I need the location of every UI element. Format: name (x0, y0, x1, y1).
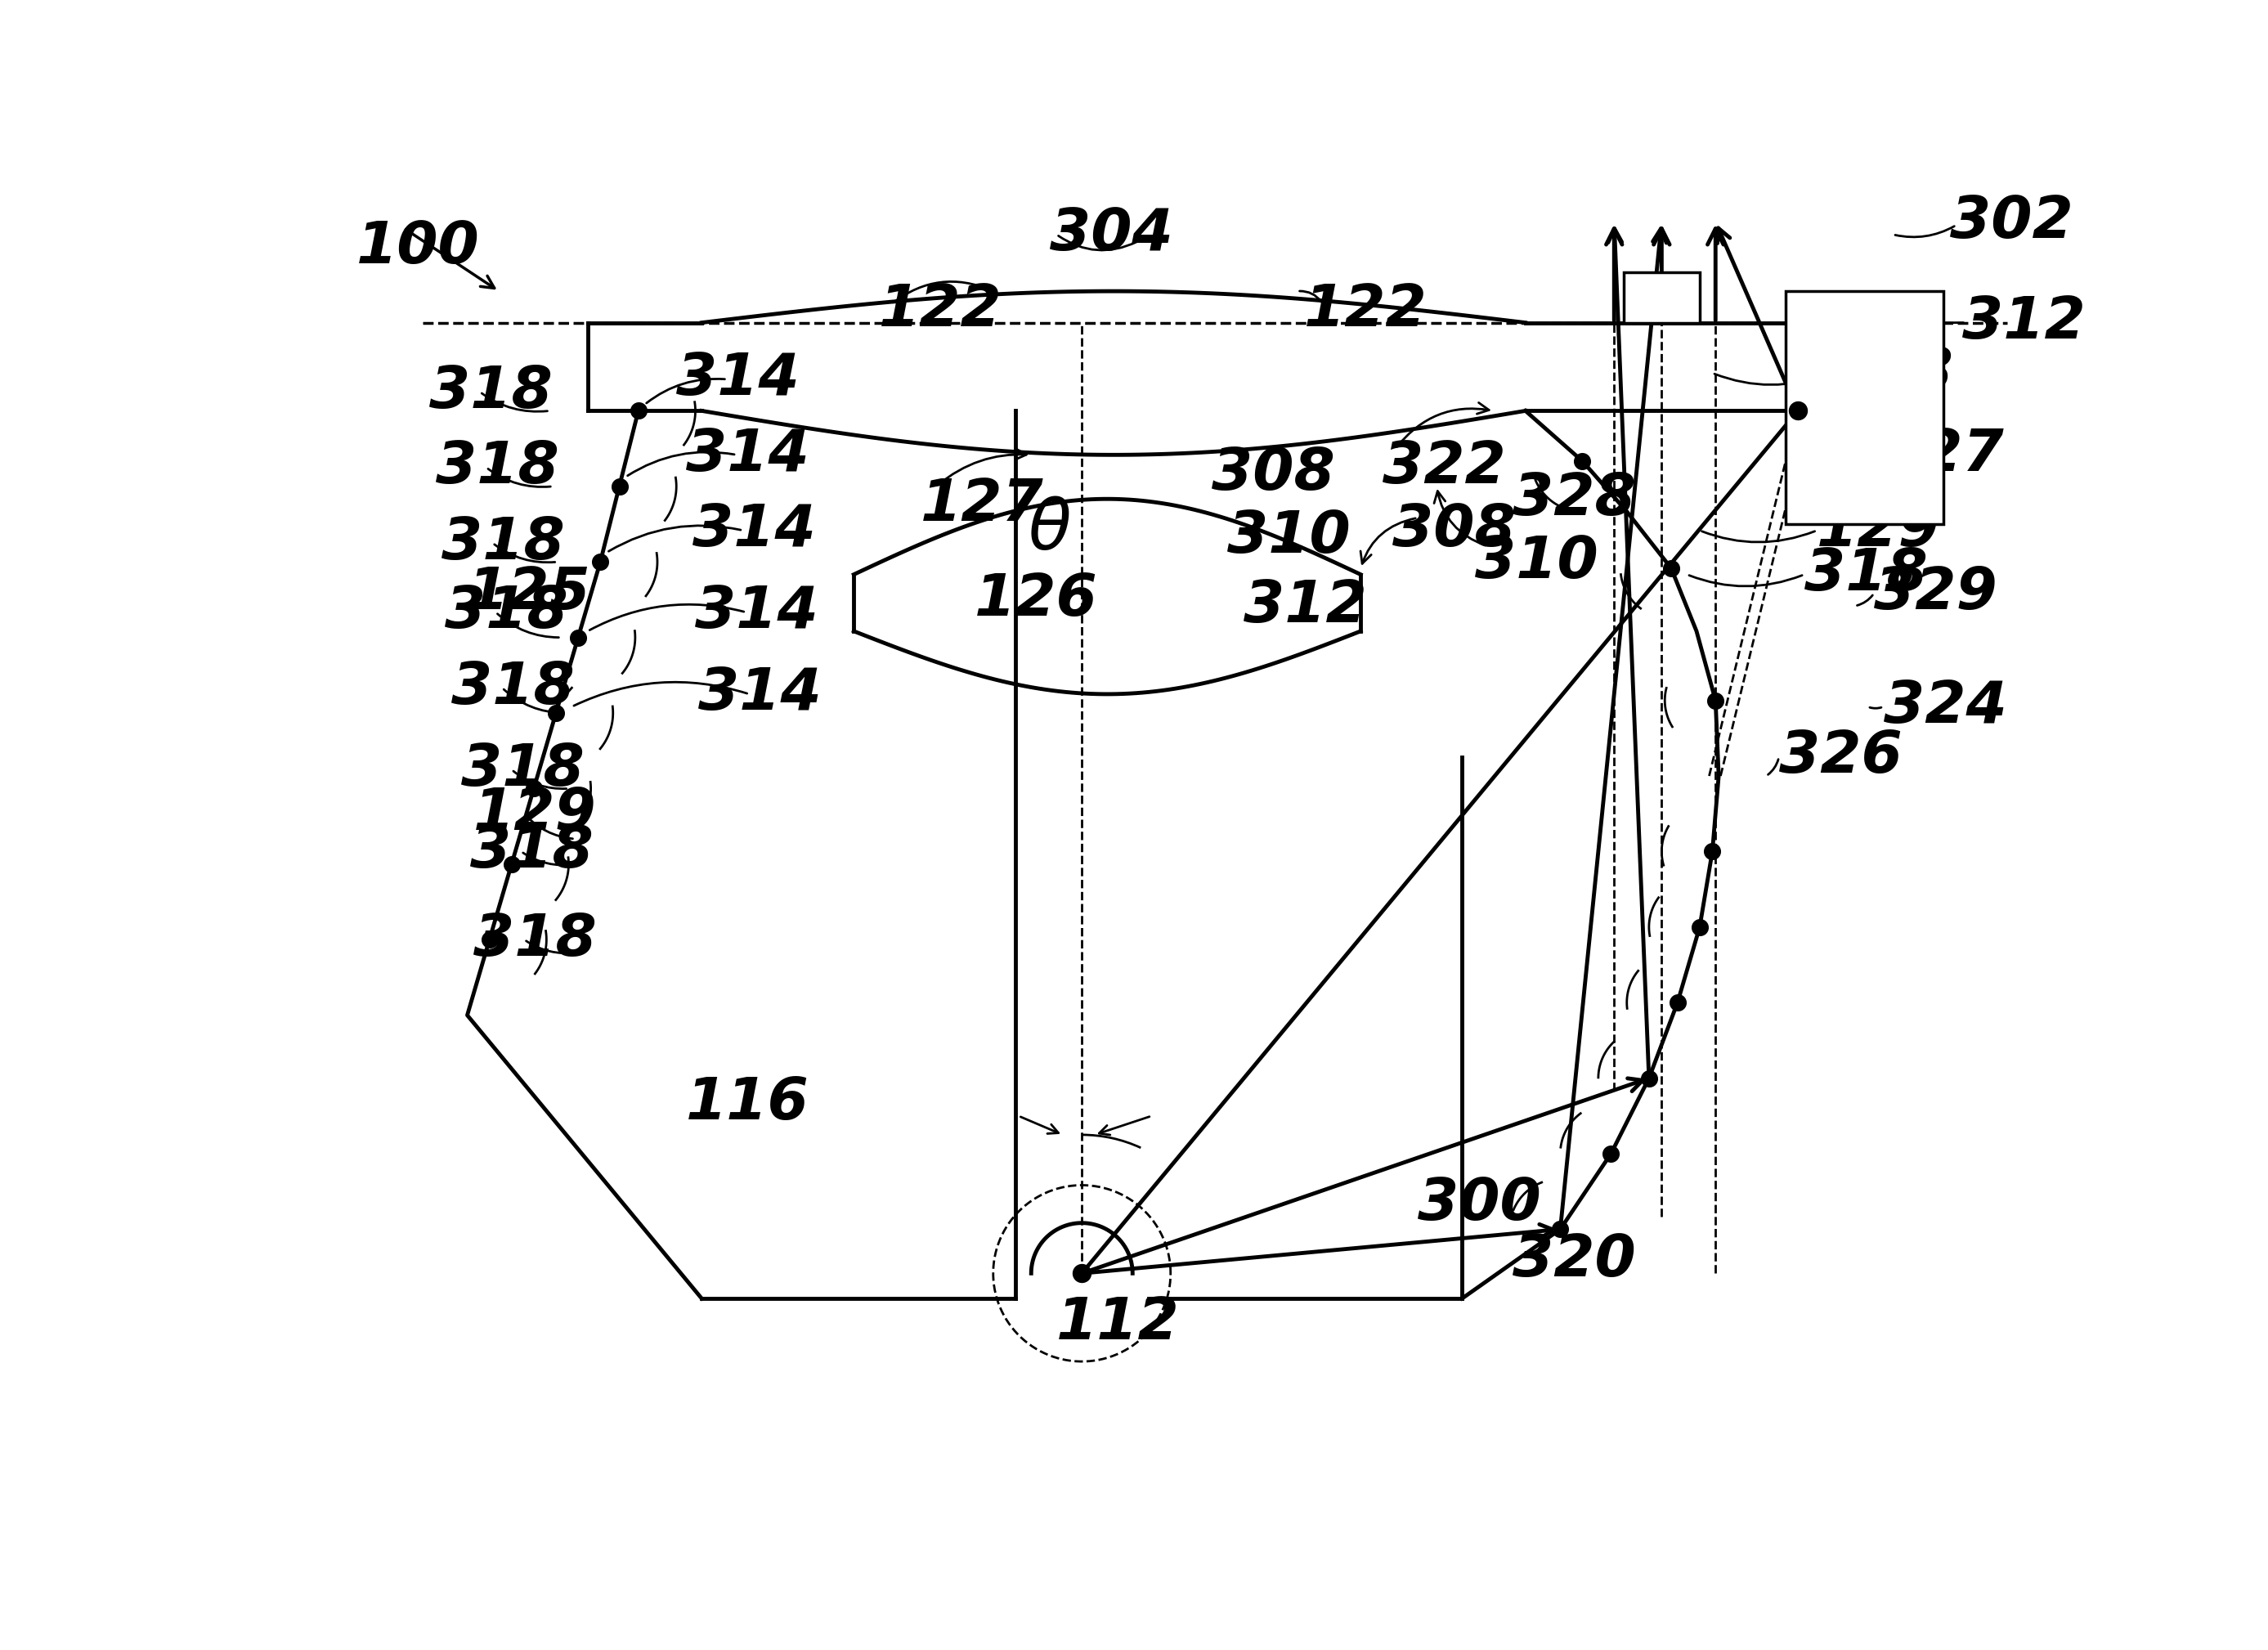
Point (472, 926, 508, 952)
Text: 318: 318 (1805, 546, 1928, 602)
Text: 318: 318 (1830, 345, 1953, 401)
Text: 326: 326 (1778, 729, 1903, 785)
Point (1653, 554, 1690, 581)
Text: 314: 314 (699, 667, 821, 723)
Point (1064, 1261, 1100, 1287)
Text: 122: 122 (880, 282, 1002, 338)
Point (538, 700, 574, 726)
Text: 318: 318 (469, 823, 594, 879)
Point (1631, 1064, 1667, 1091)
Text: 314: 314 (676, 351, 801, 408)
Text: 318: 318 (442, 515, 565, 571)
Text: 318: 318 (474, 911, 596, 969)
Point (1542, 1216, 1579, 1242)
Point (1565, 447, 1601, 474)
Point (560, 624, 596, 650)
Text: 308: 308 (1211, 446, 1336, 502)
Text: 329: 329 (1873, 566, 1998, 622)
Point (1694, 838, 1730, 865)
Point (1696, 686, 1733, 713)
Text: 126: 126 (975, 571, 1098, 629)
Bar (1624, 272, 1699, 323)
Text: 310: 310 (1474, 533, 1599, 591)
Text: 314: 314 (696, 584, 819, 640)
Text: 308: 308 (1393, 502, 1515, 559)
Text: 314: 314 (685, 427, 810, 483)
Text: 322: 322 (1383, 439, 1506, 495)
Text: 318: 318 (445, 584, 569, 640)
Text: 318: 318 (435, 439, 558, 495)
Point (601, 474, 637, 500)
Text: 129: 129 (474, 785, 596, 842)
Text: $\theta$: $\theta$ (1027, 497, 1070, 564)
Text: 304: 304 (1050, 206, 1173, 262)
Text: 312: 312 (1962, 294, 2087, 351)
Text: 318: 318 (460, 741, 585, 799)
Text: 129: 129 (1817, 502, 1939, 559)
Text: 324: 324 (1882, 678, 2007, 734)
Text: 112: 112 (1057, 1295, 1179, 1351)
Point (1780, 398, 1817, 424)
Text: 122: 122 (1304, 282, 1427, 338)
Text: 327: 327 (1880, 427, 2003, 483)
Text: 314: 314 (692, 502, 816, 559)
Text: 310: 310 (1227, 508, 1352, 564)
Text: 300: 300 (1418, 1176, 1540, 1233)
Point (494, 851, 531, 878)
Text: 312: 312 (1243, 577, 1368, 634)
Point (1660, 990, 1696, 1016)
Text: 318: 318 (429, 363, 553, 421)
Text: 328: 328 (1513, 470, 1635, 526)
Point (1681, 914, 1717, 940)
Text: 125: 125 (467, 566, 590, 622)
Text: 302: 302 (1950, 193, 2073, 251)
Point (515, 775, 551, 802)
Point (619, 398, 655, 424)
Text: 320: 320 (1513, 1233, 1635, 1289)
Text: 100: 100 (356, 219, 479, 276)
Text: 318: 318 (451, 660, 574, 716)
Text: 116: 116 (685, 1076, 810, 1132)
Text: 127: 127 (921, 477, 1043, 533)
Point (1592, 1140, 1628, 1167)
Point (583, 549, 619, 576)
Bar (1785, 290, 1944, 525)
